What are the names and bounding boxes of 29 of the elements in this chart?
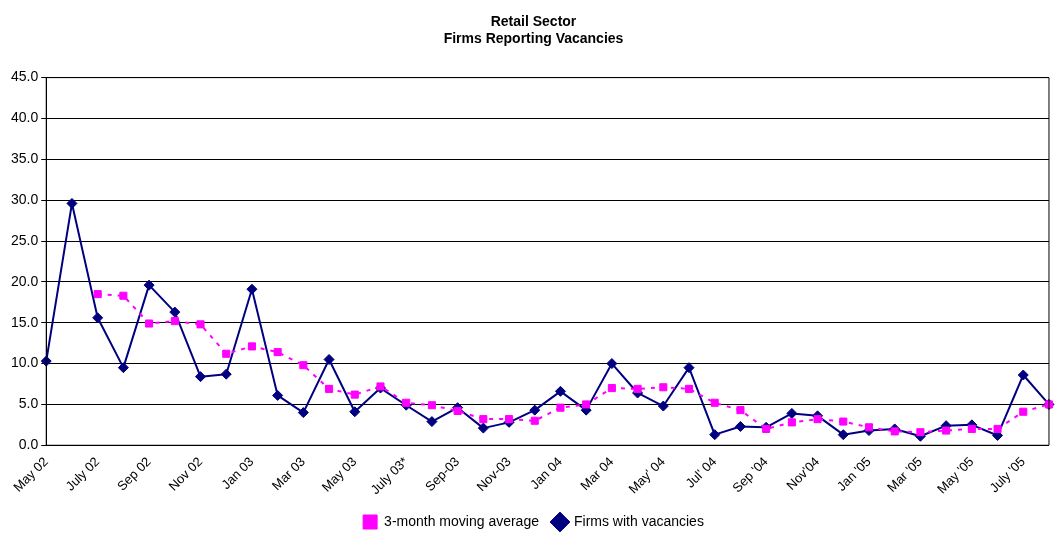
x-tick-label: May 02 xyxy=(10,453,51,495)
x-tick-label: May '05 xyxy=(933,453,977,497)
legend-label: Firms with vacancies xyxy=(573,512,704,529)
x-tick-label: Nov 02 xyxy=(165,453,206,494)
y-tick-label: 30.0 xyxy=(11,191,39,208)
y-tick-label: 5.0 xyxy=(18,395,39,412)
y-tick-label: 45.0 xyxy=(11,68,39,85)
x-tick-label: Jan 03 xyxy=(218,453,257,493)
x-tick-label: Mar '05 xyxy=(884,453,926,495)
chart-title: Retail Sector Firms Reporting Vacancies xyxy=(443,13,624,47)
x-tick-label: Jan '05 xyxy=(833,453,874,494)
x-tick-label: Sep 02 xyxy=(114,453,154,494)
x-tick-label: Sep '04 xyxy=(729,453,771,496)
x-tick-label: Mar 04 xyxy=(577,453,617,494)
legend-label: 3-month moving average xyxy=(384,512,540,529)
x-tick-label: May 03 xyxy=(318,453,360,495)
y-tick-label: 15.0 xyxy=(11,313,39,330)
x-tick-label: Jan 04 xyxy=(526,453,566,493)
x-tick-label: July 02 xyxy=(62,453,103,494)
x-tick-label: July 03* xyxy=(367,453,411,498)
y-tick-label: 0.0 xyxy=(18,436,39,453)
y-tick-label: 35.0 xyxy=(11,150,39,167)
x-tick-label: July '05 xyxy=(986,453,1028,496)
y-tick-label: 40.0 xyxy=(11,109,39,126)
x-tick-label: Mar 03 xyxy=(268,453,309,494)
y-tick-label: 20.0 xyxy=(11,272,39,289)
y-tick-label: 10.0 xyxy=(11,354,39,371)
y-tick-label: 25.0 xyxy=(11,231,39,248)
x-tick-label: Jul' 04 xyxy=(682,453,720,491)
